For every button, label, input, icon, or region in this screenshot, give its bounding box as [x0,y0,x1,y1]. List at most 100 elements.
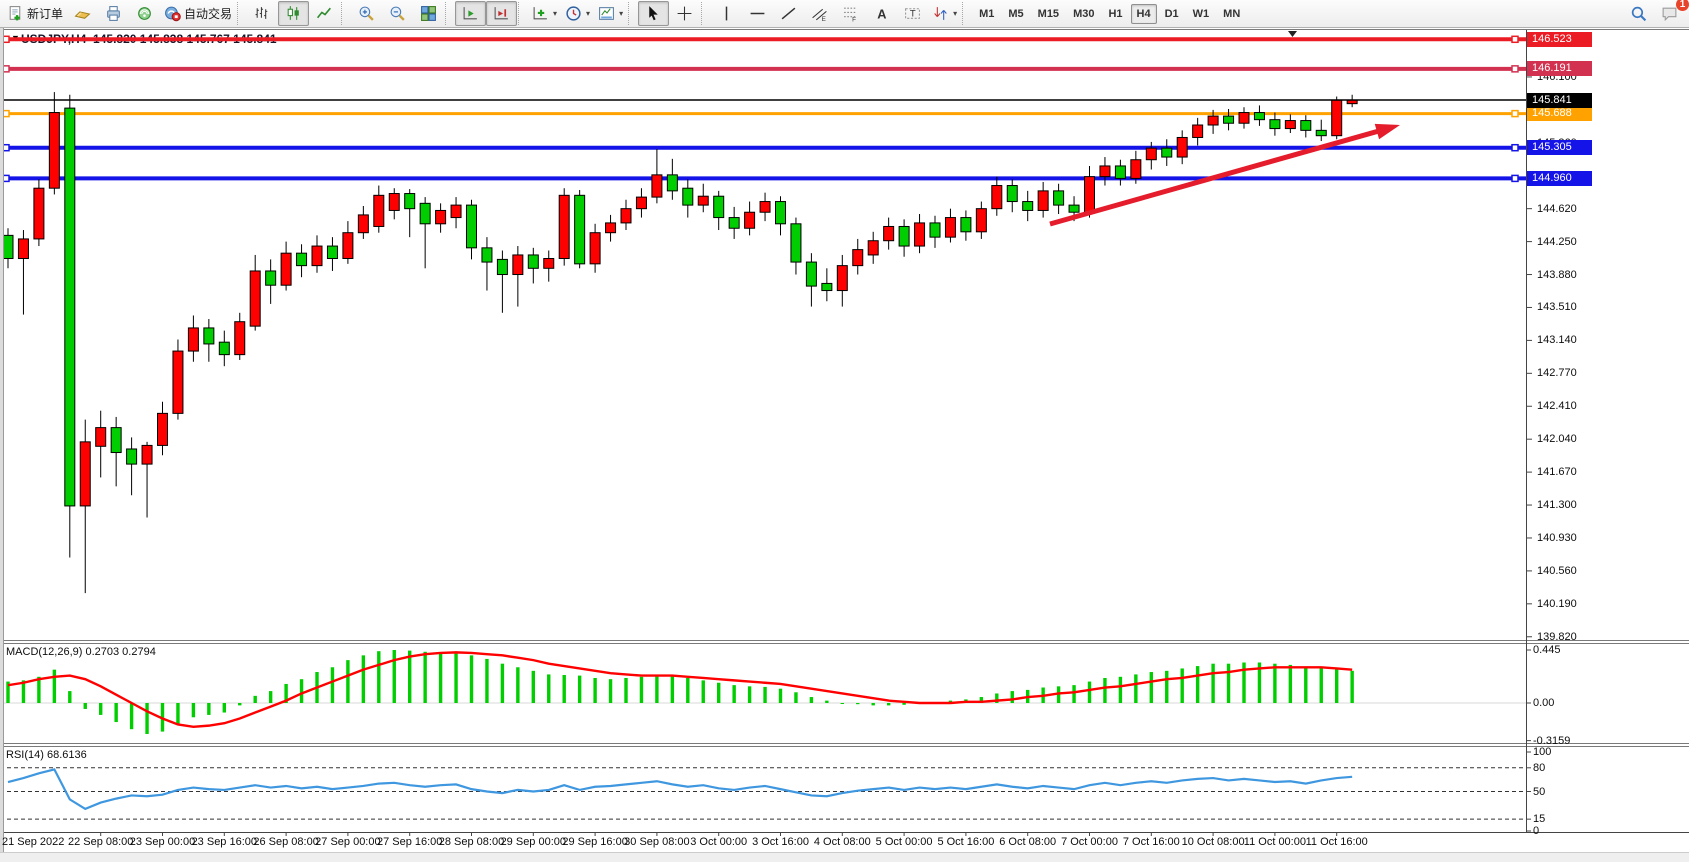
time-tick-label: 28 Sep 08:00 [438,836,505,848]
price-tick-label: 139.820 [1537,630,1577,643]
bar-chart-icon [255,7,268,19]
macd-layer [0,650,1526,734]
price-tick-label: 142.040 [1537,433,1577,446]
new-order-icon [9,6,21,21]
autotrade-button[interactable]: 自动交易 [160,1,236,26]
profile-button[interactable] [98,1,129,26]
chat-icon [1662,7,1677,22]
time-tick-label: 23 Sep 16:00 [191,836,258,848]
horizontal-line-icon [750,12,765,15]
bar-chart-button[interactable] [247,1,278,26]
price-level-badge: 144.960 [1527,170,1592,186]
macd-indicator-label: MACD(12,26,9) 0.2703 0.2794 [6,646,156,658]
charts-button[interactable] [67,1,98,26]
line-chart-button[interactable] [309,1,340,26]
autotrade-icon [165,6,181,22]
templates-button[interactable]: ▾ [594,1,627,26]
zoom-in-icon [359,6,374,21]
zoom-out-button[interactable] [382,1,413,26]
indicators-icon [533,7,547,20]
zoom-in-button[interactable] [351,1,382,26]
timeframe-w1-button[interactable]: W1 [1192,7,1210,20]
cursor-icon [649,6,658,21]
tile-windows-button[interactable] [413,1,444,26]
chart-shift-button[interactable] [486,1,518,26]
time-tick-label: 29 Sep 16:00 [562,836,628,848]
new-order-button[interactable]: 新订单 [3,1,67,26]
toolbar-separator [237,2,246,25]
toolbar: 新订单 自动交易 ▾ ▾ ▾ E F A T ▾ M1 M5 M15 M30 H1 H4 D1 W1 MN 1 [0,0,1689,28]
trendline-button[interactable] [773,1,804,26]
candles-layer [2,92,1358,594]
cursor-button[interactable] [638,1,670,26]
rsi-indicator-label: RSI(14) 68.6136 [6,749,87,761]
svg-text:F: F [852,16,856,22]
timeframe-m15-button[interactable]: M15 [1037,7,1060,20]
time-tick-label: 21 Sep 2022 [2,836,65,848]
price-tick-label: 143.880 [1537,268,1577,281]
time-tick-label: 5 Oct 00:00 [875,836,933,848]
price-tick-label: 140.190 [1537,597,1577,610]
new-order-button-label: 新订单 [27,7,64,21]
text-label-button[interactable]: T [897,1,928,26]
toolbar-separator [518,2,527,25]
indicator-tick-label: 80 [1533,761,1546,774]
timeframe-h4-button[interactable]: H4 [1130,3,1157,24]
indicator-tick-label: -0.3159 [1533,734,1571,747]
timeframe-m1-button[interactable]: M1 [979,7,995,20]
channel-button[interactable]: E [804,1,835,26]
text-label-icon: T [905,8,921,20]
horizontal-levels-layer[interactable] [0,35,1526,183]
crosshair-icon [677,6,692,21]
vertical-line-button[interactable] [711,1,742,26]
time-tick-label: 7 Oct 00:00 [1061,836,1118,848]
indicator-tick-label: 0 [1533,825,1540,837]
toolbar-separator [628,2,637,25]
price-tick-label: 142.770 [1537,367,1577,380]
search-button[interactable] [1623,1,1654,26]
auto-scroll-button[interactable] [455,1,487,26]
price-level-badge: 145.305 [1527,140,1592,156]
timeframe-mn-button[interactable]: MN [1223,7,1241,20]
periods-button[interactable]: ▾ [561,1,594,26]
text-button[interactable]: A [866,1,897,26]
window-left-edge [0,28,4,852]
price-tick-label: 142.410 [1537,400,1577,413]
time-tick-label: 29 Sep 00:00 [500,836,567,848]
toolbar-separator [962,2,971,25]
channel-icon: E [812,8,827,22]
arrows-button[interactable]: ▾ [928,1,961,26]
text-icon: A [877,6,886,21]
horizontal-line-button[interactable] [742,1,773,26]
news-button[interactable] [129,1,160,26]
crosshair-button[interactable] [669,1,700,26]
timeframe-m30-button[interactable]: M30 [1073,7,1095,20]
price-level-badge: 146.523 [1527,31,1592,47]
price-level-badge: 145.688 [1527,106,1592,122]
time-tick-label: 11 Oct 00:00 [1243,836,1306,848]
time-tick-label: 3 Oct 00:00 [690,836,748,848]
timeframe-h1-button[interactable]: H1 [1108,7,1123,20]
timeframe-m5-button[interactable]: M5 [1008,7,1024,20]
indicator-tick-label: 0.00 [1533,697,1555,709]
time-tick-label: 10 Oct 08:00 [1181,836,1245,848]
profile-icon [107,6,120,21]
time-tick-label: 26 Sep 08:00 [253,836,319,848]
svg-text:E: E [822,16,826,22]
candlestick-button[interactable] [278,1,310,26]
timeframe-d1-button[interactable]: D1 [1164,7,1179,20]
svg-text:T: T [910,9,916,20]
toolbar-separator [341,2,350,25]
price-tick-label: 141.670 [1537,466,1577,479]
notifications-button[interactable]: 1 [1654,0,1689,26]
dropdown-caret-icon: ▾ [553,9,558,18]
fibonacci-button[interactable]: F [835,1,866,26]
indicators-button[interactable]: ▾ [528,1,561,26]
candlestick-icon [287,6,299,20]
trend-arrow[interactable] [1049,123,1400,227]
rsi-layer [0,767,1526,820]
time-tick-label: 27 Sep 00:00 [315,836,381,848]
time-tick-label: 22 Sep 08:00 [67,836,134,848]
chart-shift-marker-icon [1288,31,1297,37]
